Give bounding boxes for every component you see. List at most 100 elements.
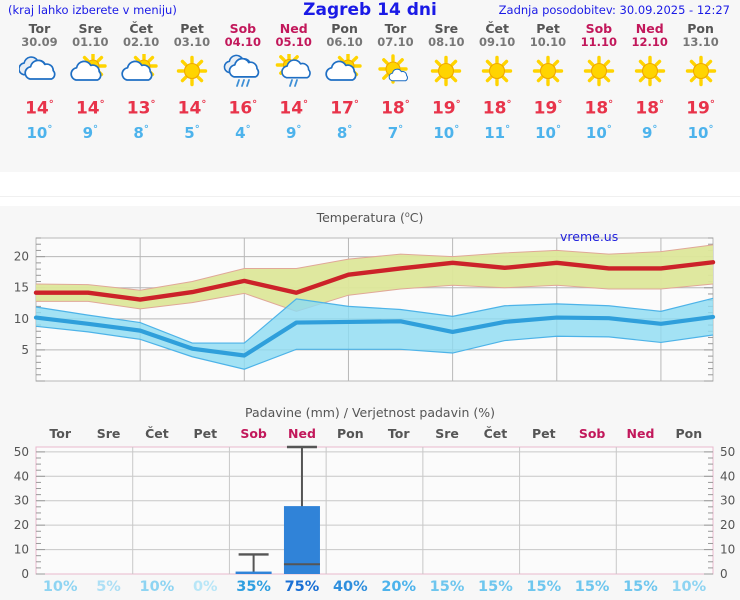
degree-symbol: ° [652,123,658,135]
max-temp-value: 16 [228,98,253,119]
min-temp-value: 4 [235,123,246,142]
degree-symbol: ° [252,99,258,110]
precip-probability-label: 15% [478,579,513,595]
max-temp-value: 17 [330,98,354,119]
precip-probability-label: 10% [140,579,175,595]
min-temp-value: 8 [336,123,348,142]
day-name: Pon [331,21,358,36]
precip-day-label: Tor [388,426,410,441]
day-column[interactable]: Sob 11.10 18° 10° [573,22,625,143]
precipitation-chart-title: Padavine (mm) / Verjetnost padavin (%) [245,405,495,420]
degree-symbol: ° [608,99,614,110]
precip-day-label: Ned [288,426,316,441]
degree-symbol: ° [47,123,53,135]
degree-symbol: ° [398,123,404,135]
min-temp-value: 9 [82,123,93,142]
precip-day-label: Sre [97,426,121,441]
day-name: Pet [536,21,560,36]
precip-y-tick: 50 [720,445,735,459]
temperature-chart: Temperatura (oC) 5 10 15 20 vreme.us [0,206,740,400]
sunny-icon [471,52,523,92]
precip-whisker [238,553,269,574]
page-header: (kraj lahko izberete v meniju) Zagreb 14… [0,0,740,22]
min-temperature: 7° [369,120,421,143]
min-temp-value: 9 [285,123,297,142]
precip-probability-label: 15% [575,579,610,595]
sunny-icon [624,52,676,92]
precip-probability-label: 75% [285,579,320,595]
day-column[interactable]: Pet 03.10 14° 5° [166,22,218,143]
day-column[interactable]: Pon 06.10 17° 8° [319,22,371,143]
degree-symbol: ° [454,123,460,135]
degree-symbol: ° [506,99,512,110]
day-date: 08.10 [428,35,465,49]
degree-symbol: ° [505,123,511,135]
precip-bar[interactable] [283,506,320,574]
degree-symbol: ° [296,123,302,135]
day-column[interactable]: Sre 01.10 14° 9° [64,22,116,143]
max-temp-value: 18 [584,98,609,119]
min-temp-value: 5 [184,123,195,142]
min-temp-value: 10 [26,123,48,142]
max-temperature: 19° [420,94,472,120]
max-temp-value: 14 [279,98,304,119]
precip-bar[interactable] [235,571,272,574]
day-column[interactable]: Tor 30.09 14° 10° [13,22,65,143]
day-column[interactable]: Sre 08.10 19° 10° [420,22,472,143]
day-column[interactable]: Čet 02.10 13° 8° [115,22,167,143]
partly-sunny-icon [319,52,371,92]
precip-probability-label: 0% [193,579,218,595]
max-temp-value: 13 [126,98,151,119]
day-column[interactable]: Sob 04.10 16° 4° [217,22,269,143]
day-column[interactable]: Tor 07.10 18° 7° [369,22,421,143]
day-column[interactable]: Pet 10.10 19° 10° [522,22,574,143]
day-date: 02.10 [122,35,160,49]
day-column[interactable]: Ned 05.10 14° 9° [268,22,320,143]
min-temperature: 9° [64,120,116,143]
degree-symbol: ° [455,99,461,110]
max-temperature: 13° [115,94,167,120]
min-temp-value: 10 [687,123,709,142]
temperature-plot: 5 10 15 20 vreme.us [14,229,716,382]
day-name: Sob [585,21,613,36]
max-temp-value: 19 [533,98,558,119]
day-column[interactable]: Pon 13.10 19° 10° [675,22,727,143]
max-temp-value: 14 [75,98,100,119]
day-column[interactable]: Čet 09.10 18° 11° [471,22,523,143]
degree-symbol: ° [659,99,665,110]
max-temperature: 18° [369,94,421,120]
day-date: 06.10 [326,35,363,49]
min-temperature: 9° [624,120,676,143]
day-name: Čet [129,21,153,36]
precip-probability-label: 20% [381,579,416,595]
degree-symbol: ° [347,123,353,135]
degree-symbol: ° [93,123,98,135]
min-temperature: 10° [13,120,65,143]
degree-symbol: ° [303,99,309,110]
degree-symbol: ° [353,99,359,110]
max-temp-value: 14 [25,98,49,119]
precip-y-tick: 20 [720,518,735,532]
day-date: 05.10 [275,35,312,49]
max-temp-value: 19 [686,98,710,119]
day-name: Tor [28,21,51,36]
max-temp-value: 18 [381,98,405,119]
day-date: 03.10 [173,35,211,49]
max-temp-value: 18 [482,98,507,119]
precip-probability-label: 10% [671,579,706,595]
max-temperature: 16° [217,94,269,120]
day-column[interactable]: Ned 12.10 18° 9° [624,22,676,143]
min-temperature: 10° [522,120,574,143]
degree-symbol: ° [557,99,563,110]
day-name: Sre [434,21,459,36]
min-temp-value: 10 [585,123,607,142]
max-temp-value: 14 [177,98,202,119]
day-date: 10.10 [529,35,567,49]
degree-symbol: ° [404,99,410,110]
max-temperature: 14° [64,94,116,120]
max-temp-band [36,244,713,312]
sun-small-cloud-icon [369,52,421,92]
section-divider [0,172,740,206]
day-date: 13.10 [682,35,719,49]
max-temperature: 18° [573,94,625,120]
